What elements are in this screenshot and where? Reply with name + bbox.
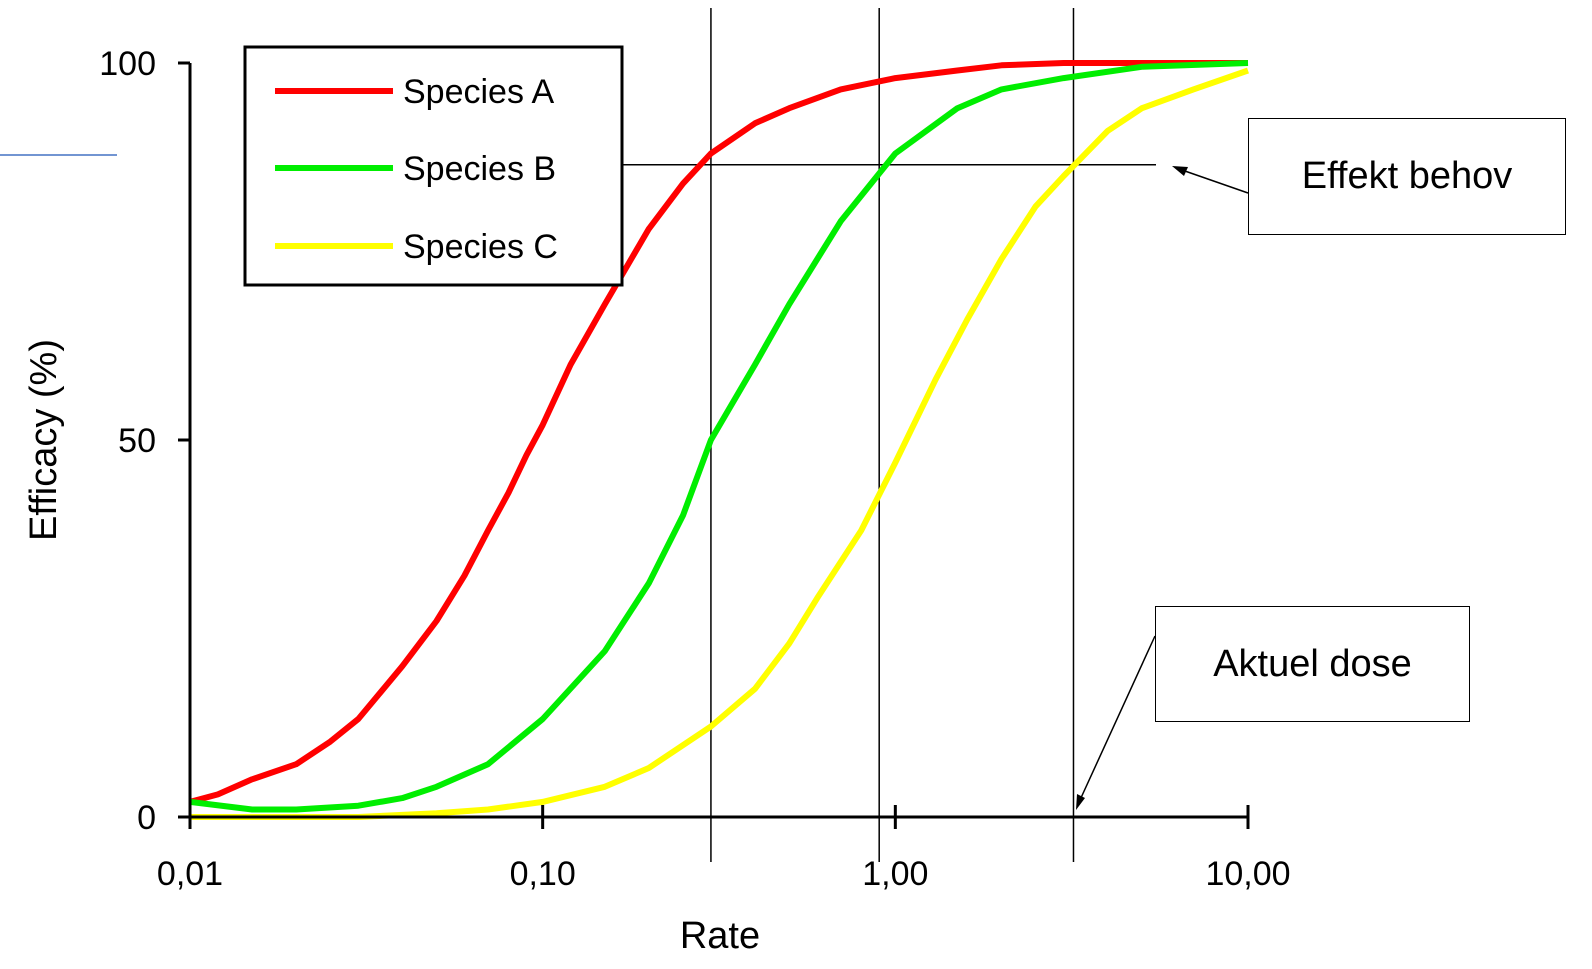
x-tick-label: 1,00	[862, 855, 928, 893]
legend-label: Species A	[403, 73, 555, 111]
series-lines	[189, 60, 1249, 820]
effekt-behov-label: Effekt behov	[1301, 155, 1513, 197]
effekt-behov-callout: Effekt behov	[1248, 118, 1566, 235]
series-line-species-c	[190, 67, 1249, 820]
x-tick-labels: 0,01 0,10 1,00 10,00	[157, 855, 1291, 893]
x-tick-label: 0,10	[510, 855, 576, 893]
legend: Species A Species B Species C	[243, 45, 624, 287]
x-tick-label: 0,01	[157, 855, 223, 893]
x-axis-title: Rate	[680, 915, 760, 957]
effekt-behov-arrowhead	[1172, 166, 1188, 176]
y-axis-title: Efficacy (%)	[23, 339, 65, 541]
y-tick-label: 0	[137, 799, 156, 837]
legend-label: Species B	[403, 150, 556, 188]
aktuel-dose-label: Aktuel dose	[1213, 642, 1412, 685]
aktuel-dose-callout: Aktuel dose	[1155, 606, 1470, 722]
series-line-species-b	[189, 60, 1249, 813]
x-tick-label: 10,00	[1205, 855, 1290, 893]
axes	[178, 61, 1250, 829]
y-tick-label: 100	[99, 45, 156, 83]
y-tick-label: 50	[118, 422, 156, 460]
legend-label: Species C	[403, 228, 558, 266]
series-line-species-a	[189, 60, 1248, 805]
effekt-behov-leader	[1181, 169, 1249, 194]
callout-arrows	[1076, 166, 1249, 810]
aktuel-dose-arrowhead	[1076, 794, 1085, 810]
aktuel-dose-leader	[1079, 635, 1156, 801]
y-tick-labels: 0 50 100	[99, 45, 156, 837]
